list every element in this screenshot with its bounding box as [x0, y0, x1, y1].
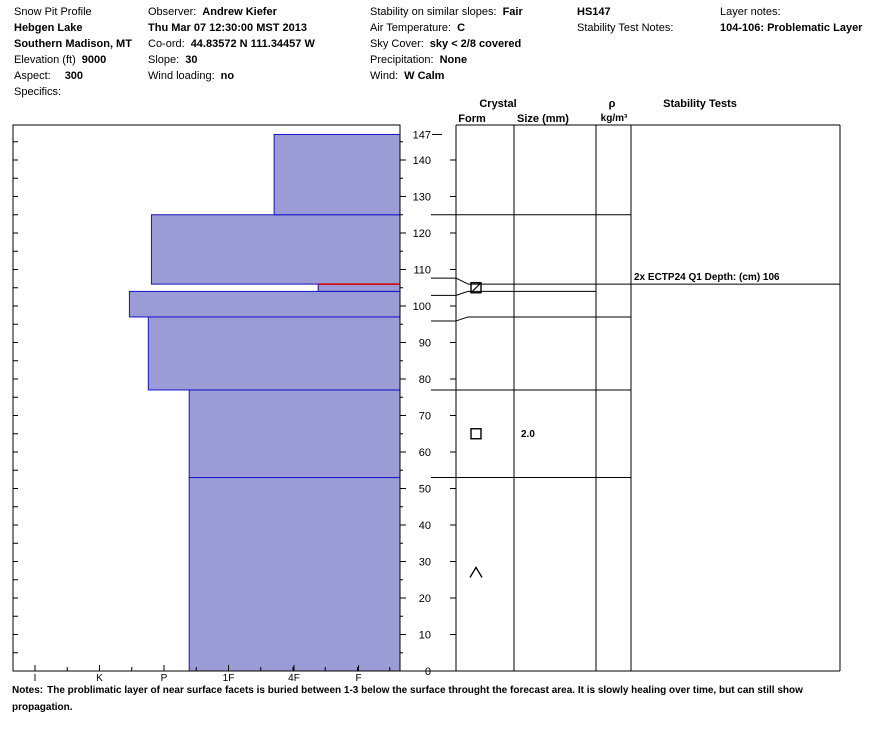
- sky-cover-field: Sky Cover: sky < 2/8 covered: [370, 38, 521, 50]
- stability-notes-label: Stability Test Notes:: [577, 22, 674, 34]
- depth-tick-label: 60: [419, 447, 431, 459]
- depth-tick-label: 30: [419, 557, 431, 569]
- faceted-rounded-crystal-icon-diagonal: [470, 282, 482, 294]
- elevation-label: Elevation (ft): [14, 54, 76, 66]
- hardness-layer: [128, 290, 401, 318]
- depth-tick-label: 110: [413, 265, 431, 277]
- depth-tick-label: 50: [419, 484, 431, 496]
- observer-label: Observer:: [148, 6, 197, 18]
- profile-title: Snow Pit Profile: [14, 6, 92, 18]
- notes-label: Notes:: [12, 685, 44, 696]
- hardness-tick-label: K: [96, 673, 103, 684]
- stability-field: Stability on similar slopes: Fair: [370, 6, 523, 18]
- elevation-value: 9000: [81, 54, 107, 66]
- hardness-layer: [273, 133, 401, 216]
- aspect-field: Aspect: 300: [14, 70, 83, 82]
- wind-loading-label: Wind loading:: [148, 70, 215, 82]
- size-header: Size (mm): [517, 113, 569, 125]
- wind-loading-value: no: [220, 70, 235, 82]
- hardness-layer: [317, 283, 401, 292]
- hardness-tick-label: P: [161, 673, 168, 684]
- observer-value: Andrew Kiefer: [202, 6, 277, 18]
- rho-unit-header: kg/m³: [600, 113, 628, 124]
- air-temp-label: Air Temperature:: [370, 22, 452, 34]
- hardness-layer: [147, 316, 401, 391]
- wind-value: W Calm: [404, 70, 445, 82]
- crystal-size-label: 2.0: [521, 429, 535, 440]
- hs-value: HS147: [577, 6, 611, 18]
- sky-cover-label: Sky Cover:: [370, 38, 424, 50]
- depth-tick-label: 70: [419, 411, 431, 423]
- notes-text: The problimatic layer of near surface fa…: [12, 685, 803, 713]
- depth-tick-label: 10: [419, 630, 431, 642]
- depth-tick-label: 140: [413, 155, 431, 167]
- hardness-layer: [150, 214, 401, 285]
- precip-value: None: [439, 54, 468, 66]
- depth-tick-label: 40: [419, 520, 431, 532]
- depth-tick-label: 130: [413, 192, 431, 204]
- depth-tick-label: 120: [413, 228, 431, 240]
- region: Southern Madison, MT: [14, 38, 132, 50]
- wind-loading-field: Wind loading: no: [148, 70, 234, 82]
- form-header: Form: [458, 113, 486, 125]
- coord-value: 44.83572 N 111.34457 W: [190, 38, 315, 50]
- location: Hebgen Lake: [14, 22, 83, 34]
- hardness-tick-label: F: [355, 673, 361, 684]
- slope-label: Slope:: [148, 54, 180, 66]
- layer-notes-value: 104-106: Problematic Layer: [720, 22, 863, 34]
- depth-tick-label: 0: [425, 666, 431, 678]
- aspect-value: 300: [64, 70, 84, 82]
- air-temp-value: C: [457, 22, 466, 34]
- layer-boundary-connector: [455, 316, 469, 322]
- stability-test-label: 2x ECTP24 Q1 Depth: (cm) 106: [634, 272, 780, 283]
- rho-header: ρ: [608, 98, 616, 110]
- hs-tick-label: 147: [413, 129, 431, 141]
- observer-field: Observer: Andrew Kiefer: [148, 6, 277, 18]
- sky-cover-value: sky < 2/8 covered: [429, 38, 522, 50]
- hardness-layer: [188, 389, 401, 479]
- hardness-tick-label: 4F: [288, 673, 300, 684]
- depth-tick-label: 80: [419, 374, 431, 386]
- air-temp-field: Air Temperature: C: [370, 22, 465, 34]
- coord-label: Co-ord:: [148, 38, 185, 50]
- faceted-crystal-icon: [470, 428, 482, 440]
- hardness-tick-label: 1F: [223, 673, 235, 684]
- depth-hoar-crystal-icon: [469, 566, 483, 578]
- specifics-label: Specifics:: [14, 86, 62, 98]
- depth-tick-label: 90: [419, 338, 431, 350]
- precip-field: Precipitation: None: [370, 54, 467, 66]
- slope-value: 30: [185, 54, 198, 66]
- stability-tests-header: Stability Tests: [663, 98, 737, 110]
- layer-notes-label: Layer notes:: [720, 6, 781, 18]
- depth-tick-label: 20: [419, 593, 431, 605]
- slope-field: Slope: 30: [148, 54, 197, 66]
- notes: Notes: The problimatic layer of near surf…: [12, 682, 832, 716]
- wind-field: Wind: W Calm: [370, 70, 444, 82]
- layer-boundary-connector: [455, 277, 469, 285]
- hardness-layer: [188, 477, 401, 672]
- crystal-header: Crystal: [479, 98, 517, 110]
- wind-label: Wind:: [370, 70, 399, 82]
- aspect-label: Aspect:: [14, 70, 51, 82]
- hardness-tick-label: I: [34, 673, 37, 684]
- coord-field: Co-ord: 44.83572 N 111.34457 W: [148, 38, 315, 50]
- elevation-field: Elevation (ft) 9000: [14, 54, 106, 66]
- stability-label: Stability on similar slopes:: [370, 6, 497, 18]
- observation-datetime: Thu Mar 07 12:30:00 MST 2013: [148, 22, 307, 34]
- faceted-rounded-crystal-icon: [470, 282, 482, 294]
- layer-boundary-connector: [455, 290, 469, 296]
- stability-value: Fair: [502, 6, 523, 18]
- depth-tick-label: 100: [413, 301, 431, 313]
- precip-label: Precipitation:: [370, 54, 434, 66]
